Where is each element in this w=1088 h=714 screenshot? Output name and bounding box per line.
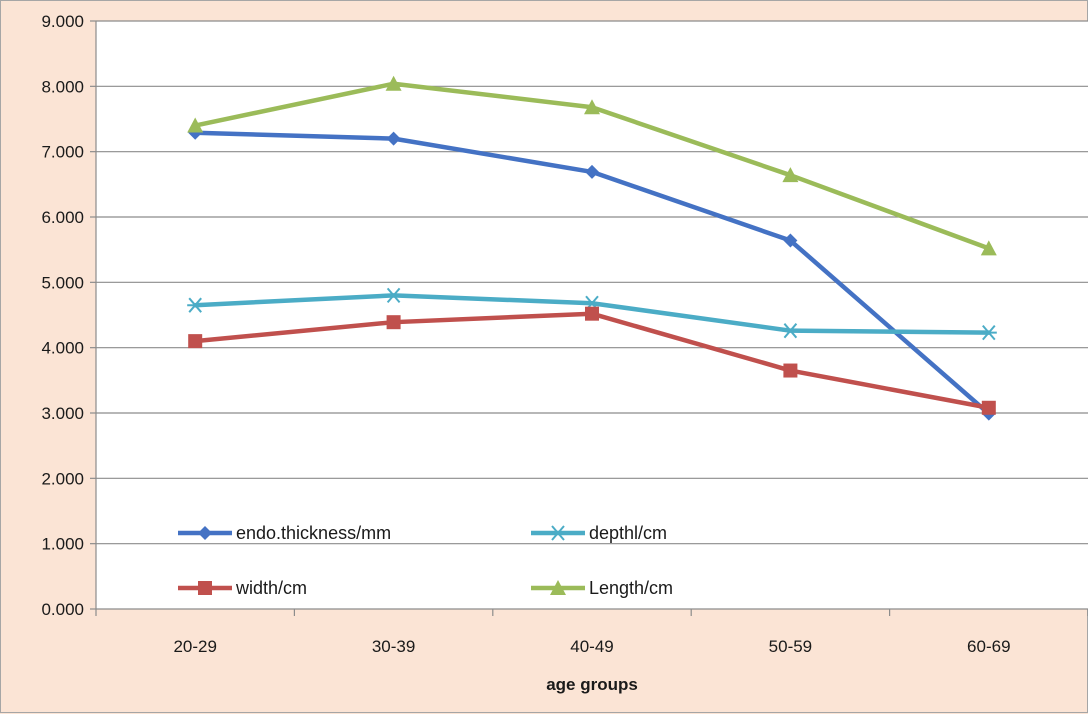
legend-item: endo.thickness/mm: [178, 523, 391, 543]
data-point: [585, 306, 599, 321]
data-point: [584, 99, 600, 115]
series-2: [188, 306, 996, 415]
data-point: [782, 167, 799, 183]
data-point: [783, 363, 798, 378]
gridlines: [96, 20, 1088, 545]
legend-label: endo.thickness/mm: [236, 523, 391, 543]
legend-label: depthl/cm: [589, 523, 667, 543]
x-tick-label: 30-39: [372, 637, 415, 656]
data-point: [783, 233, 798, 248]
legend-label: Length/cm: [589, 578, 673, 598]
legend-item: Length/cm: [531, 578, 673, 598]
data-point: [187, 117, 204, 133]
legend-marker: [550, 580, 566, 595]
data-point: [585, 164, 599, 179]
x-tick-label: 60-69: [967, 637, 1010, 656]
y-tick-label: 0.000: [41, 600, 84, 619]
data-point: [981, 400, 996, 415]
legend-label: width/cm: [235, 578, 307, 598]
legend-item: depthl/cm: [531, 523, 667, 543]
data-point: [386, 131, 401, 146]
x-axis-title: age groups: [546, 675, 638, 694]
y-tick-label: 1.000: [41, 535, 84, 554]
y-tick-label: 3.000: [41, 404, 84, 423]
data-point: [385, 75, 402, 91]
data-point: [782, 323, 799, 339]
data-point: [980, 324, 997, 341]
x-tick-label: 50-59: [769, 637, 812, 656]
legend: endo.thickness/mm depthl/cm width/cm Length…: [178, 523, 673, 598]
legend-item: width/cm: [178, 578, 307, 598]
legend-marker: [198, 526, 212, 540]
y-tick-label: 6.000: [41, 208, 84, 227]
y-tick-label: 9.000: [41, 12, 84, 31]
axes: 0.000 1.000 2.000 3.000 4.000 5.000 6.000 7.000…: [41, 12, 1088, 656]
data-point: [385, 287, 402, 304]
series-0: [188, 125, 996, 421]
data-point: [188, 334, 203, 349]
y-tick-label: 4.000: [41, 339, 84, 358]
y-tick-label: 7.000: [41, 143, 84, 162]
legend-marker: [198, 581, 212, 595]
series-3: [187, 75, 997, 256]
x-tick-label: 20-29: [173, 637, 216, 656]
data-point: [980, 240, 997, 256]
x-tick-label: 40-49: [570, 637, 613, 656]
legend-marker: [550, 525, 566, 541]
y-tick-label: 8.000: [41, 77, 84, 96]
data-point: [386, 315, 401, 330]
data-point: [187, 297, 204, 313]
y-tick-label: 2.000: [41, 469, 84, 488]
y-tick-label: 5.000: [41, 273, 84, 292]
series-layer: [187, 75, 997, 421]
